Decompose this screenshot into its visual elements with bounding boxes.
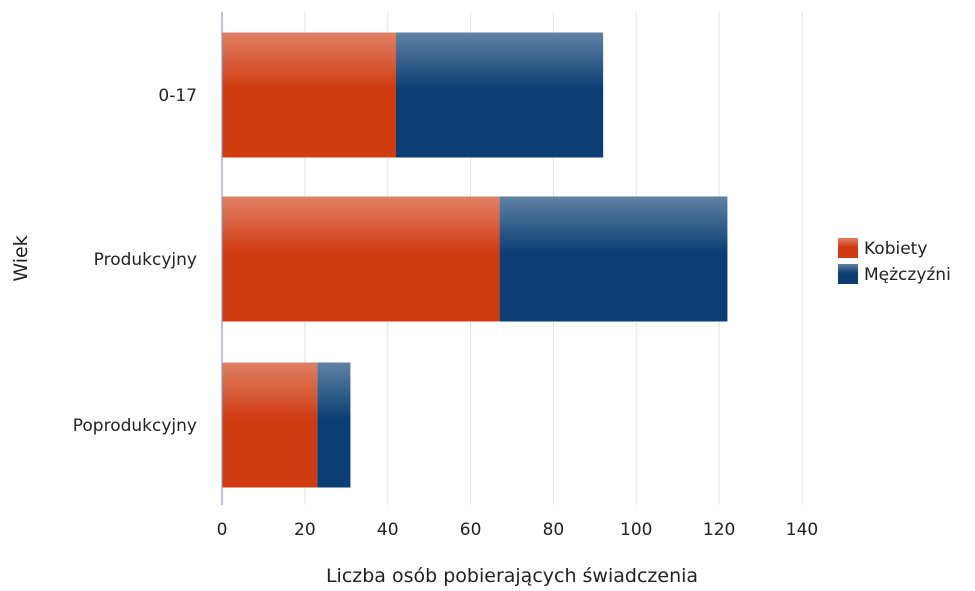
- legend-label: Mężczyźni: [864, 265, 951, 285]
- legend-swatch: [838, 238, 858, 258]
- bars: [222, 32, 728, 488]
- category-label: Poprodukcyjny: [73, 416, 197, 436]
- x-tick-label: 40: [377, 520, 399, 540]
- category-label: 0-17: [158, 86, 197, 106]
- category-label: Produkcyjny: [94, 250, 197, 270]
- category-labels: 0-17 Produkcyjny Poprodukcyjny: [73, 86, 197, 436]
- y-axis-title: Wiek: [10, 235, 32, 281]
- bar-segment: [222, 362, 318, 488]
- x-tick-label: 120: [703, 520, 735, 540]
- legend-item: Mężczyźni: [838, 264, 951, 285]
- x-tick-label: 20: [294, 520, 316, 540]
- x-tick-label: 140: [786, 520, 818, 540]
- bar-segment: [222, 32, 396, 158]
- legend-swatch: [838, 264, 858, 284]
- legend-label: Kobiety: [864, 239, 927, 259]
- legend: Kobiety Mężczyźni: [838, 238, 951, 285]
- legend-item: Kobiety: [838, 238, 927, 259]
- bar-segment: [499, 196, 728, 322]
- x-tick-label: 100: [620, 520, 652, 540]
- x-tick-label: 80: [543, 520, 565, 540]
- x-axis-title: Liczba osób pobierających świadczenia: [326, 565, 698, 587]
- bar-segment: [396, 32, 604, 158]
- bar-segment: [317, 362, 351, 488]
- bar-segment: [222, 196, 500, 322]
- x-tick-label: 0: [217, 520, 228, 540]
- x-tick-label: 60: [460, 520, 482, 540]
- x-tick-labels: 0 20 40 60 80 100 120 140: [217, 520, 819, 540]
